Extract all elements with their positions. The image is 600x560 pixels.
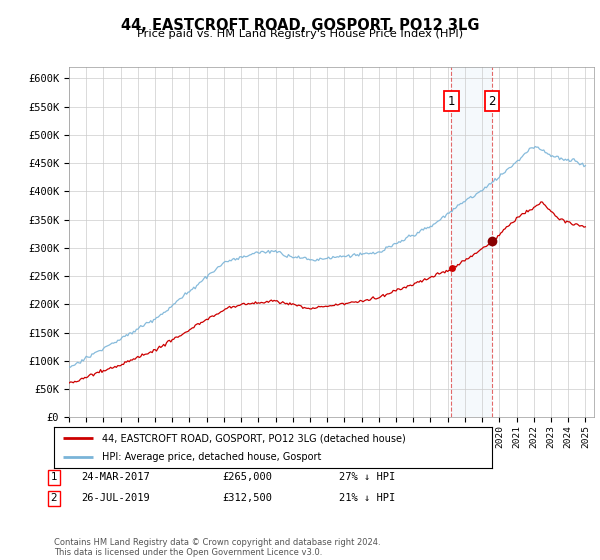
Text: 24-MAR-2017: 24-MAR-2017: [81, 472, 150, 482]
Text: 27% ↓ HPI: 27% ↓ HPI: [339, 472, 395, 482]
Text: 44, EASTCROFT ROAD, GOSPORT, PO12 3LG: 44, EASTCROFT ROAD, GOSPORT, PO12 3LG: [121, 18, 479, 33]
Text: £312,500: £312,500: [222, 493, 272, 503]
Text: 2: 2: [50, 493, 58, 503]
Text: 1: 1: [448, 95, 455, 108]
Text: 2: 2: [488, 95, 496, 108]
Text: 1: 1: [50, 472, 58, 482]
Text: HPI: Average price, detached house, Gosport: HPI: Average price, detached house, Gosp…: [102, 452, 322, 461]
Text: 26-JUL-2019: 26-JUL-2019: [81, 493, 150, 503]
Bar: [451, 67, 492, 417]
Text: 21% ↓ HPI: 21% ↓ HPI: [339, 493, 395, 503]
Text: £265,000: £265,000: [222, 472, 272, 482]
Text: Contains HM Land Registry data © Crown copyright and database right 2024.
This d: Contains HM Land Registry data © Crown c…: [54, 538, 380, 557]
Text: 44, EASTCROFT ROAD, GOSPORT, PO12 3LG (detached house): 44, EASTCROFT ROAD, GOSPORT, PO12 3LG (d…: [102, 433, 406, 443]
Text: Price paid vs. HM Land Registry's House Price Index (HPI): Price paid vs. HM Land Registry's House …: [137, 29, 463, 39]
